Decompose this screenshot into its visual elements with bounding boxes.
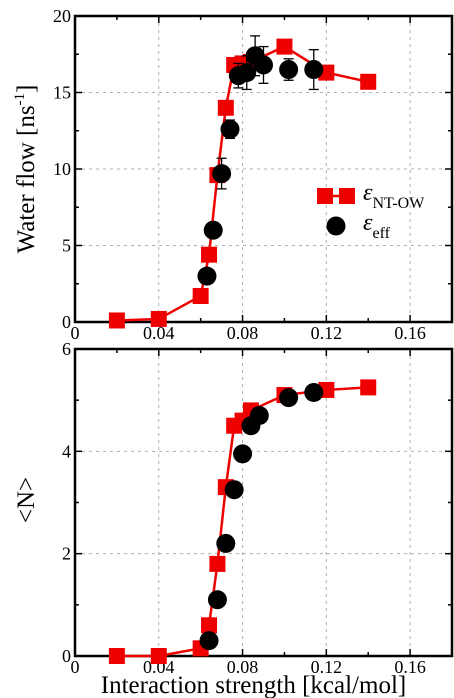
plot-frame [73,347,454,658]
x-tick-label: 0.08 [227,657,259,677]
x-tick-label: 0.16 [394,323,426,343]
data-point-square [108,312,125,329]
y-tick-label: 4 [62,441,71,461]
data-point-square [217,99,234,116]
data-point-circle [212,164,232,184]
data-point-circle [279,388,299,408]
x-tick-label: 0.16 [394,657,426,677]
data-point-circle [203,220,223,240]
x-tick-label: 0.08 [227,323,259,343]
legend-label-subscript: eff [372,225,390,242]
data-point-circle [249,406,269,426]
data-point-circle [233,444,253,464]
data-point-square [201,246,218,263]
data-point-square [360,73,377,90]
y-tick-label: 20 [53,6,71,26]
data-point-square [150,648,167,664]
x-tick-label: 0 [71,323,80,343]
y-tick-label: 10 [53,159,71,179]
plot-frame [73,14,454,324]
y-axis-title-close: ] [13,85,40,93]
data-point-circle [237,63,257,83]
legend-square-marker [339,188,355,204]
data-point-circle [279,60,299,80]
x-axis-title: Interaction strength [kcal/mol] [101,672,406,698]
legend-label-subscript: NT-OW [372,195,425,212]
data-point-circle [304,382,324,402]
legend-label: εNT-OW [363,180,425,212]
x-tick-label: 0.12 [311,323,343,343]
y-axis-title: Water flow [ns-1] [12,85,40,254]
series-eff [199,382,324,651]
data-point-circle [224,480,244,500]
legend-square-marker [317,188,333,204]
x-tick-label: 0.12 [311,657,343,677]
y-tick-label: 15 [53,83,71,103]
x-tick-label: 0.04 [143,323,175,343]
y-tick-label: 2 [62,544,71,564]
data-point-circle [199,631,219,651]
data-point-square [150,310,167,327]
series-eff [197,35,324,286]
data-point-circle [254,55,273,75]
legend-label: εeff [363,210,391,242]
data-point-circle [304,60,324,80]
top-panel-water-flow: 0 0.04 0.08 0.12 0.16 0 5 10 15 20 Water flow [ns-… [12,6,454,343]
data-point-square [192,287,209,304]
y-tick-label: 5 [62,236,71,256]
data-point-circle [220,119,240,139]
y-tick-label: 0 [62,312,71,332]
data-point-square [108,648,125,664]
data-point-square [360,379,377,396]
data-point-circle [207,590,227,610]
data-point-square [209,555,226,572]
y-tick-label: 6 [62,339,71,359]
y-axis-title-superscript: -1 [12,93,28,106]
legend-circle-marker [326,216,346,236]
x-tick-label: 0 [71,657,80,677]
data-point-circle [197,266,217,286]
data-point-circle [216,533,236,553]
y-tick-label: 0 [62,646,71,666]
data-point-square [276,38,293,55]
data-point-square [201,617,218,634]
y-axis-title: <N> [13,477,40,523]
